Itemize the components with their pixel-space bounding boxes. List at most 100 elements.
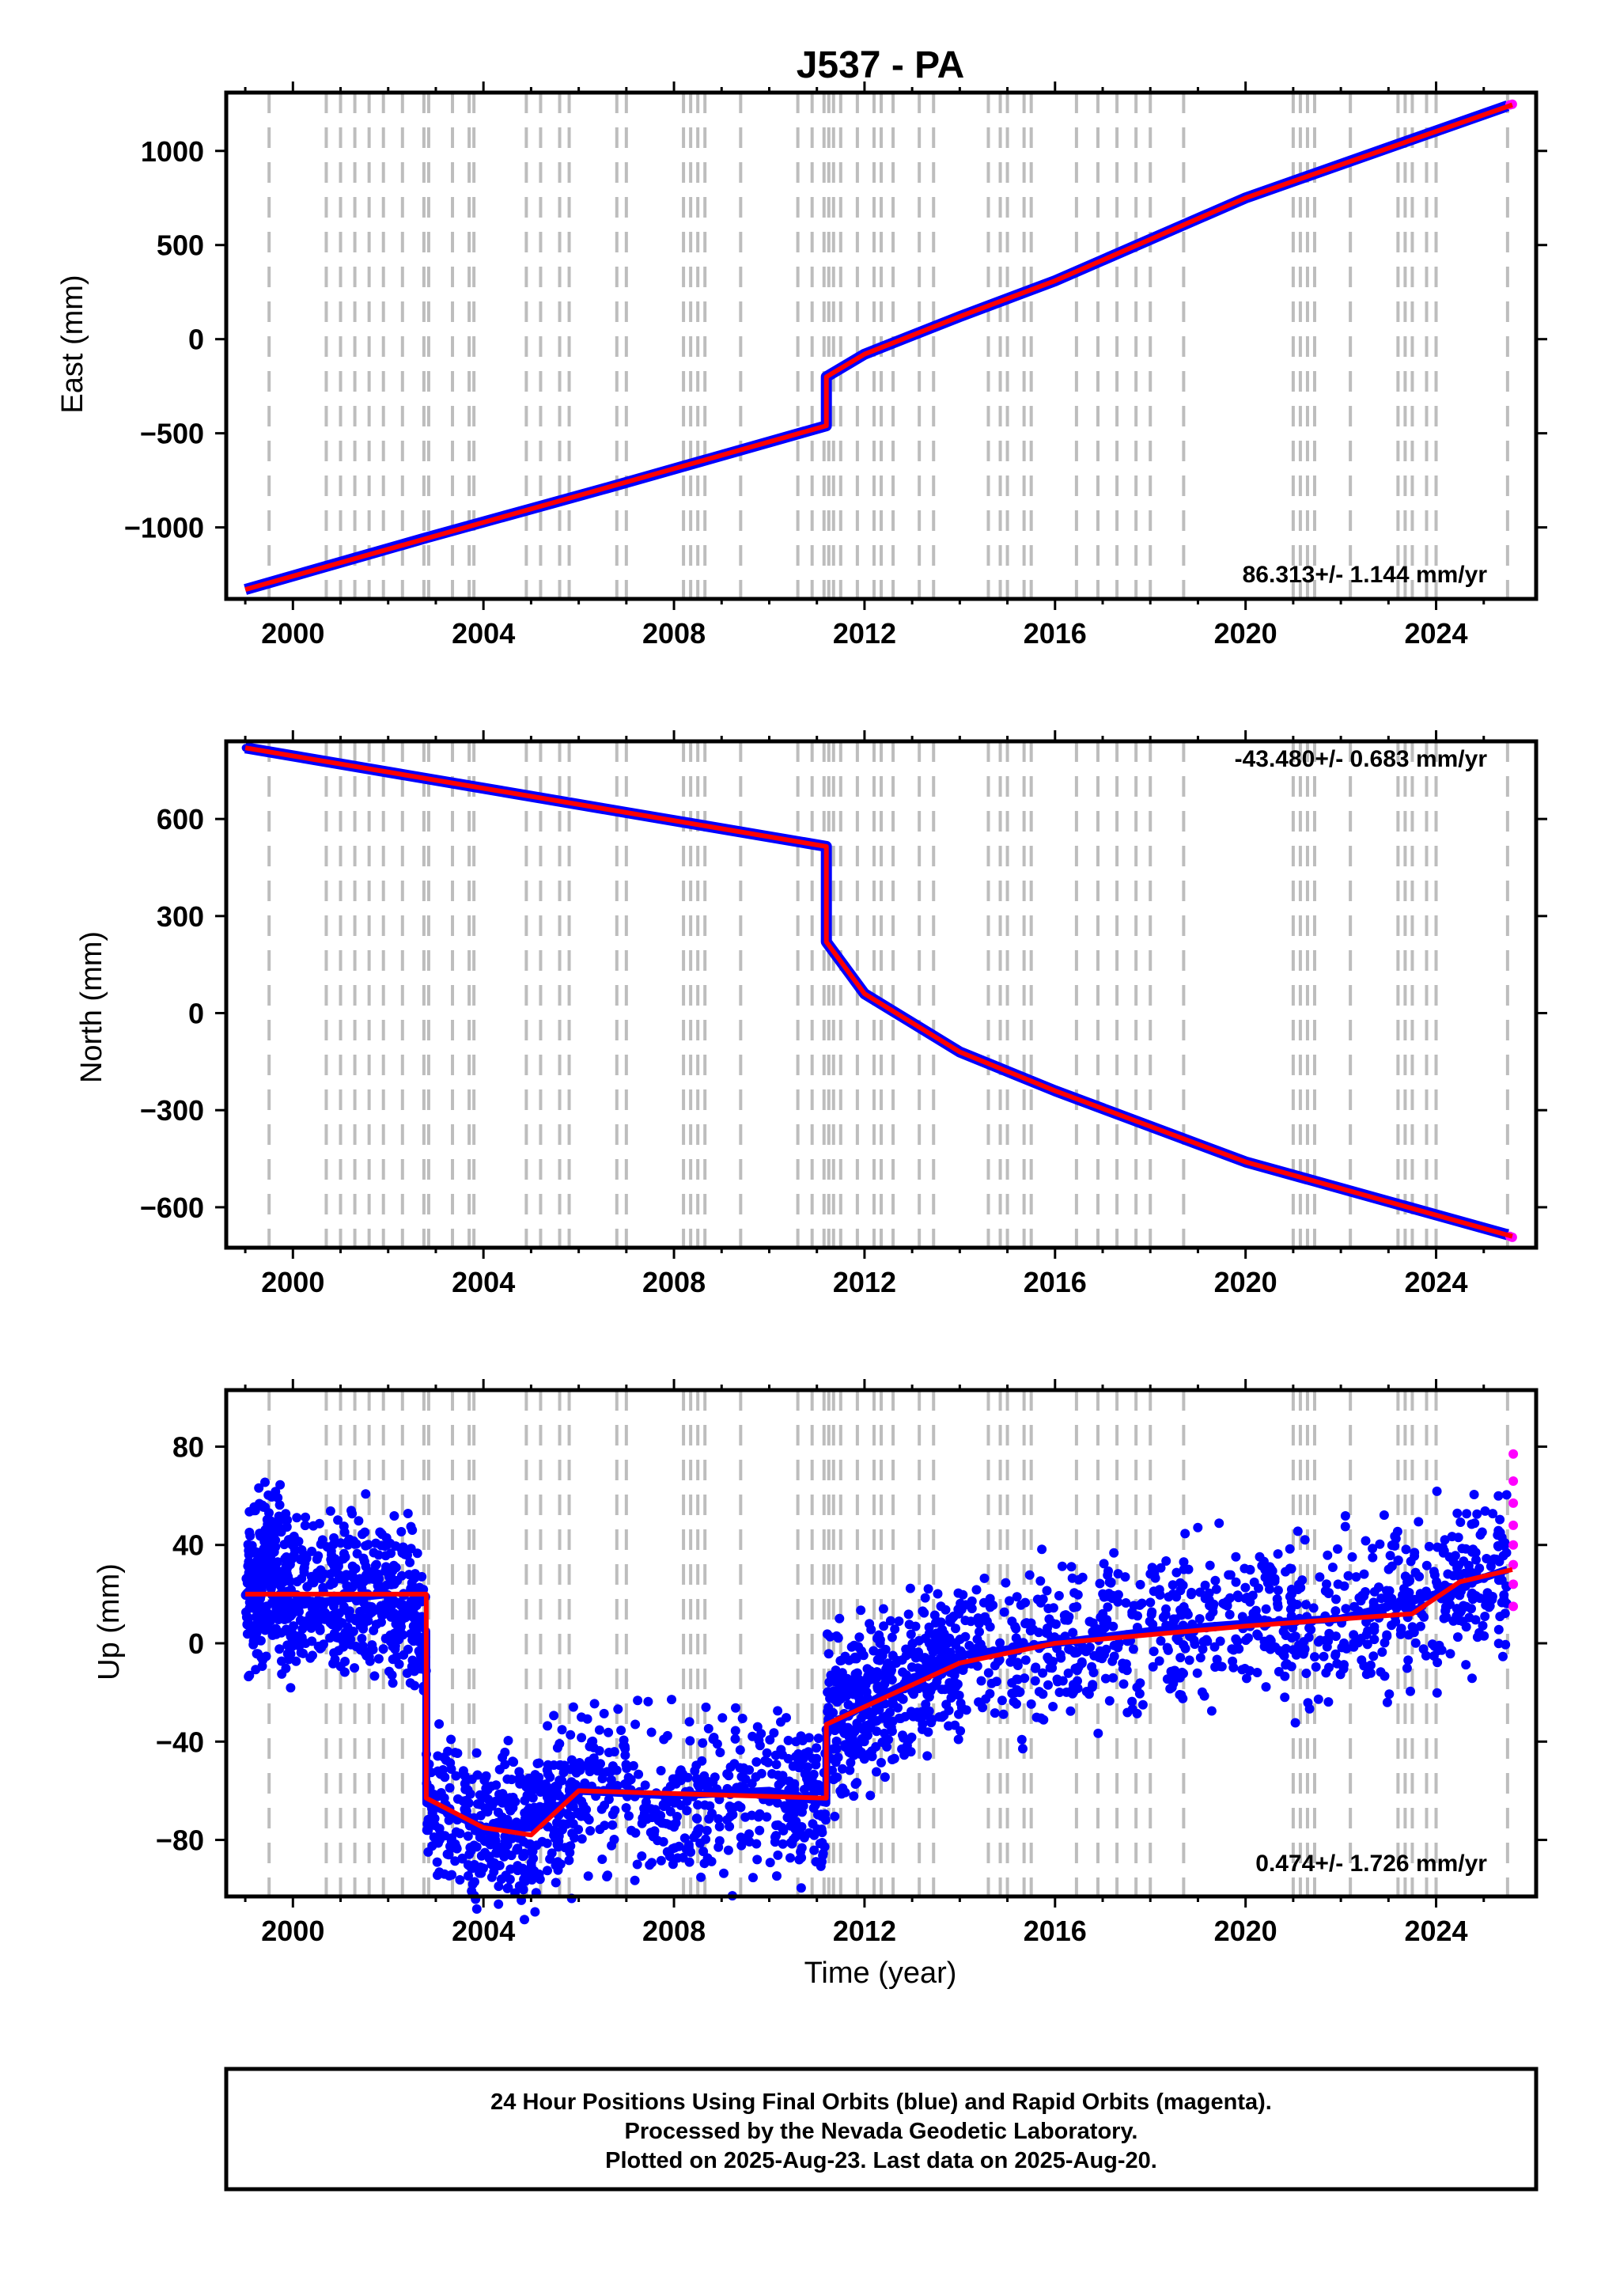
up-final-orbit-point — [1293, 1526, 1303, 1536]
up-final-orbit-point — [1009, 1696, 1019, 1707]
up-final-orbit-point — [583, 1871, 593, 1881]
up-final-orbit-point — [1184, 1655, 1194, 1665]
up-final-orbit-point — [958, 1589, 968, 1600]
up-final-orbit-point — [367, 1640, 377, 1650]
up-final-orbit-point — [908, 1711, 918, 1722]
up-final-orbit-point — [964, 1640, 975, 1650]
up-final-orbit-point — [434, 1719, 445, 1729]
up-final-orbit-point — [885, 1707, 895, 1718]
up-final-orbit-point — [247, 1576, 257, 1586]
up-final-orbit-point — [1380, 1671, 1390, 1681]
up-data-marks — [240, 1449, 1519, 1925]
up-final-orbit-point — [956, 1646, 966, 1656]
up-final-orbit-point — [274, 1644, 285, 1654]
up-final-orbit-point — [699, 1771, 710, 1781]
up-final-orbit-point — [990, 1708, 1000, 1718]
up-final-orbit-point — [925, 1716, 936, 1726]
east-x-tick-label: 2008 — [642, 617, 706, 650]
up-final-orbit-point — [841, 1691, 851, 1701]
up-final-orbit-point — [292, 1513, 302, 1523]
east-plot-frame — [224, 90, 1539, 601]
up-final-orbit-point — [443, 1746, 453, 1756]
up-final-orbit-point — [543, 1721, 553, 1731]
up-final-orbit-point — [371, 1559, 381, 1570]
up-final-orbit-point — [539, 1810, 548, 1821]
up-final-orbit-point — [273, 1557, 282, 1567]
up-final-orbit-point — [604, 1727, 614, 1737]
up-final-orbit-point — [1470, 1518, 1480, 1529]
up-final-orbit-point — [1470, 1615, 1481, 1625]
up-final-orbit-point — [1197, 1687, 1207, 1697]
up-final-orbit-point — [1178, 1580, 1188, 1590]
up-final-orbit-point — [1242, 1673, 1251, 1684]
up-final-orbit-point — [505, 1874, 515, 1885]
up-final-orbit-point — [804, 1733, 814, 1743]
up-final-orbit-point — [604, 1748, 614, 1757]
up-final-orbit-point — [329, 1648, 339, 1658]
up-final-orbit-point — [288, 1607, 298, 1617]
up-final-orbit-point — [369, 1671, 380, 1681]
up-final-orbit-point — [358, 1577, 369, 1587]
up-final-orbit-point — [815, 1839, 825, 1849]
up-final-orbit-point — [502, 1839, 513, 1850]
up-final-orbit-point — [1237, 1665, 1247, 1675]
up-final-orbit-point — [445, 1758, 456, 1768]
up-final-orbit-point — [244, 1557, 254, 1567]
up-final-orbit-point — [274, 1516, 285, 1526]
up-final-orbit-point — [838, 1764, 847, 1774]
up-final-orbit-point — [1233, 1593, 1243, 1603]
up-final-orbit-point — [813, 1733, 823, 1744]
up-final-orbit-point — [760, 1756, 770, 1766]
up-final-orbit-point — [1051, 1619, 1061, 1629]
up-final-orbit-point — [811, 1857, 821, 1867]
up-final-orbit-point — [513, 1774, 524, 1784]
up-final-orbit-point — [1135, 1678, 1145, 1688]
up-final-orbit-point — [731, 1703, 740, 1713]
up-final-orbit-point — [405, 1557, 415, 1567]
up-final-orbit-point — [1393, 1555, 1403, 1566]
up-final-orbit-point — [953, 1734, 963, 1745]
up-final-orbit-point — [1063, 1668, 1073, 1678]
up-final-orbit-point — [997, 1695, 1007, 1706]
up-final-orbit-point — [597, 1774, 607, 1783]
up-final-orbit-point — [698, 1738, 708, 1749]
up-final-orbit-point — [1482, 1554, 1492, 1563]
up-final-orbit-point — [388, 1654, 398, 1665]
up-final-orbit-point — [1368, 1544, 1378, 1554]
up-final-orbit-point — [1469, 1490, 1479, 1499]
up-final-orbit-point — [830, 1676, 840, 1686]
footer-line-1: 24 Hour Positions Using Final Orbits (bl… — [490, 2090, 1272, 2115]
up-final-orbit-point — [566, 1730, 576, 1740]
up-final-orbit-point — [390, 1612, 399, 1622]
up-final-orbit-point — [712, 1784, 722, 1794]
up-final-orbit-point — [1026, 1699, 1036, 1709]
up-final-orbit-point — [1109, 1651, 1119, 1661]
up-final-orbit-point — [325, 1633, 335, 1643]
up-final-orbit-point — [1042, 1586, 1052, 1596]
up-final-orbit-point — [1018, 1638, 1028, 1648]
up-final-orbit-point — [455, 1875, 465, 1885]
up-final-orbit-point — [879, 1621, 889, 1631]
up-final-orbit-point — [467, 1774, 477, 1784]
up-final-orbit-point — [865, 1619, 875, 1629]
up-final-orbit-point — [675, 1767, 685, 1778]
up-model-line — [245, 1567, 1513, 1838]
up-final-orbit-point — [1245, 1565, 1255, 1575]
up-final-orbit-point — [976, 1676, 986, 1686]
footer-line-2: Processed by the Nevada Geodetic Laborat… — [625, 2119, 1138, 2144]
up-rate-label: 0.474+/- 1.726 mm/yr — [1255, 1851, 1487, 1877]
up-final-orbit-point — [1323, 1550, 1333, 1560]
up-final-orbit-point — [1171, 1567, 1182, 1578]
up-final-orbit-point — [1137, 1699, 1148, 1710]
up-final-orbit-point — [1222, 1601, 1232, 1611]
up-final-orbit-point — [427, 1808, 437, 1818]
up-final-orbit-point — [872, 1716, 882, 1726]
up-final-orbit-point — [856, 1737, 865, 1746]
up-final-orbit-point — [1294, 1640, 1304, 1650]
up-final-orbit-point — [653, 1836, 663, 1846]
up-final-orbit-point — [1038, 1689, 1048, 1699]
up-final-orbit-point — [549, 1711, 559, 1721]
up-final-orbit-point — [794, 1827, 804, 1837]
up-final-orbit-point — [1129, 1601, 1139, 1611]
up-final-orbit-point — [985, 1602, 995, 1612]
